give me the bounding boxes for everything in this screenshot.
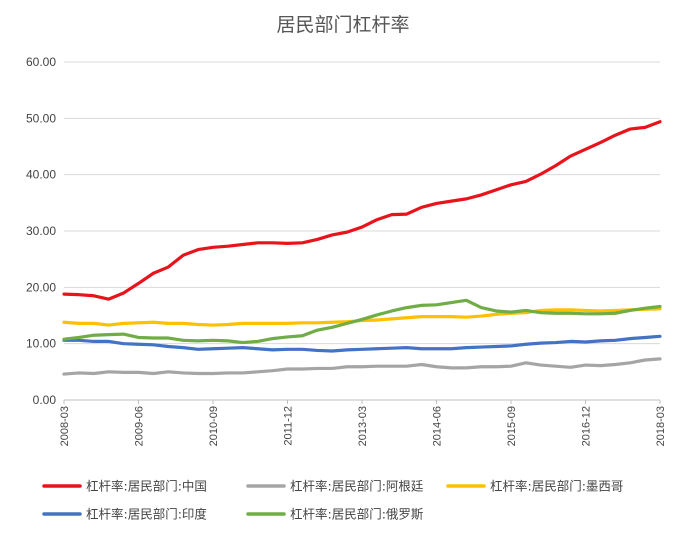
x-tick-label: 2009-06 [134, 406, 146, 446]
x-tick-label: 2011-12 [283, 406, 295, 446]
x-tick-label: 2008-03 [59, 406, 71, 446]
x-tick-label: 2018-03 [655, 406, 667, 446]
x-axis-ticks: 2008-03 2009-06 2010-09 2011-12 2013-03 2014-… [59, 400, 667, 446]
legend-label: 杠杆率:居民部门:中国 [86, 479, 207, 494]
y-tick-label: 60.00 [26, 55, 56, 69]
x-tick-label: 2013-03 [357, 406, 369, 446]
series-line-4 [62, 298, 662, 345]
y-tick-label: 40.00 [26, 168, 56, 182]
chart-title: 居民部门杠杆率 [276, 14, 409, 36]
x-tick-label: 2010-09 [208, 406, 220, 446]
legend-label: 杠杆率:居民部门:墨西哥 [490, 479, 623, 494]
legend-label: 杠杆率:居民部门:阿根廷 [290, 479, 424, 494]
y-tick-label: 0.00 [33, 393, 57, 407]
y-axis-ticks: 0.00 10.00 20.00 30.00 40.00 50.00 60.00 [26, 55, 56, 407]
y-tick-label: 20.00 [26, 280, 56, 294]
x-tick-label: 2015-09 [506, 406, 518, 446]
series-line-3 [62, 334, 662, 353]
legend-label: 杠杆率:居民部门:俄罗斯 [290, 507, 423, 522]
x-tick-label: 2014-06 [432, 406, 444, 446]
series-line-2 [62, 307, 662, 327]
legend-label: 杠杆率:居民部门:印度 [86, 507, 207, 522]
y-tick-label: 10.00 [26, 337, 56, 351]
series-line-0 [62, 120, 662, 301]
gridlines [64, 61, 660, 401]
x-tick-label: 2016-12 [581, 406, 593, 446]
legend: 杠杆率:居民部门:中国 杠杆率:居民部门:阿根廷 杠杆率:居民部门:墨西哥杠杆率:居… [42, 479, 623, 522]
series-lines [62, 120, 662, 376]
y-tick-label: 50.00 [26, 111, 56, 125]
y-tick-label: 30.00 [26, 224, 56, 238]
series-line-1 [62, 357, 662, 376]
